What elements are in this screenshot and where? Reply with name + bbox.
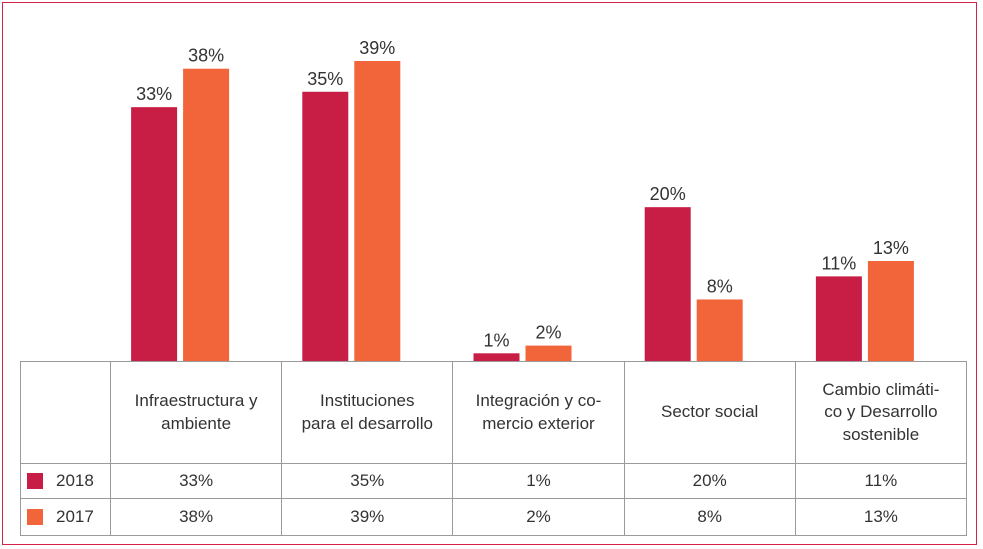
table-cell: 39% (281, 498, 454, 536)
category-cell: Sector social (623, 361, 796, 464)
table-cell: 2% (452, 498, 625, 536)
bar (525, 345, 572, 361)
corner-cell (20, 361, 111, 464)
bar (696, 299, 743, 361)
bar (473, 353, 520, 361)
value-label: 8% (707, 276, 733, 296)
value-label: 39% (359, 38, 395, 58)
table-cell: 35% (281, 463, 454, 499)
bar (644, 207, 691, 361)
value-label: 13% (873, 238, 909, 258)
table-cell: 1% (452, 463, 625, 499)
value-label: 11% (822, 253, 857, 273)
bar (815, 276, 862, 361)
legend-key (27, 472, 43, 489)
category-cell: Instituciones para el desarrollo (281, 361, 454, 464)
category-cell: Integración y co- mercio exterior (452, 361, 625, 464)
bar (354, 61, 401, 361)
value-label: 2% (535, 323, 561, 343)
table-cell: 33% (110, 463, 283, 499)
category-cell: Cambio climáti- co y Desarrollo sostenib… (794, 361, 967, 464)
bar (302, 91, 349, 362)
table-cell: 11% (794, 463, 967, 499)
value-label: 1% (483, 330, 509, 350)
bar (867, 261, 914, 361)
category-cell: Infraestructura y ambiente (110, 361, 283, 464)
value-label: 33% (136, 84, 172, 104)
legend-label: 2018 (56, 470, 94, 490)
bar (183, 68, 230, 361)
value-label: 38% (188, 46, 224, 66)
bar (131, 107, 178, 362)
value-label: 35% (307, 69, 343, 89)
table-cell: 13% (794, 498, 967, 536)
table-cell: 8% (623, 498, 796, 536)
legend-key (27, 508, 43, 525)
table-cell: 20% (623, 463, 796, 499)
legend-label: 2017 (56, 506, 94, 526)
value-label: 20% (650, 184, 686, 204)
table-cell: 38% (110, 498, 283, 536)
